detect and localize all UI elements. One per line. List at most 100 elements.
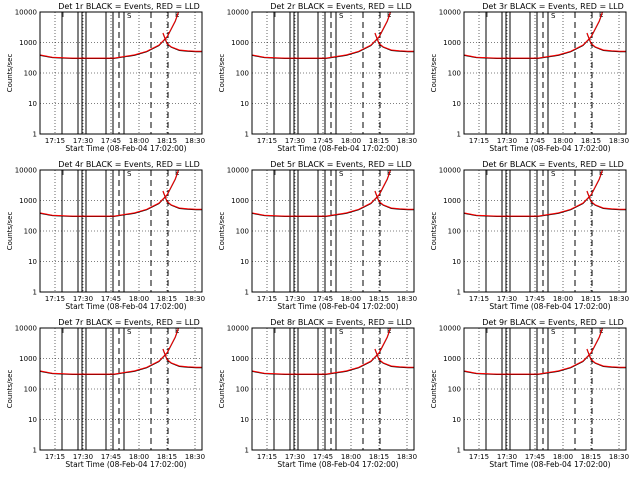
panel-6: Det 6r BLACK = Events, RED = LLD 17:15 17:… bbox=[430, 160, 629, 311]
x-axis-label: Start Time (08-Feb-04 17:02:00) bbox=[277, 144, 398, 153]
x-tick-label: 18:30 bbox=[609, 453, 629, 461]
x-tick-label: 18:00 bbox=[553, 137, 573, 145]
event-marker-flag: I bbox=[62, 169, 64, 177]
y-axis-label: Counts/sec bbox=[6, 212, 14, 251]
x-axis-label: Start Time (08-Feb-04 17:02:00) bbox=[277, 302, 398, 311]
x-axis-label: Start Time (08-Feb-04 17:02:00) bbox=[65, 460, 186, 469]
y-axis-label: Counts/sec bbox=[430, 212, 438, 251]
panel-title: Det 2r BLACK = Events, RED = LLD bbox=[270, 2, 412, 11]
plot-frame bbox=[463, 169, 627, 293]
x-tick-label: 18:30 bbox=[397, 453, 417, 461]
x-tick-label: 18:15 bbox=[581, 137, 601, 145]
x-tick-label: 17:30 bbox=[285, 137, 305, 145]
y-tick-label: 1000 bbox=[231, 39, 249, 47]
plot-frame bbox=[39, 169, 203, 293]
x-tick-label: 18:15 bbox=[369, 295, 389, 303]
lld-line-tail bbox=[162, 32, 202, 52]
x-tick-label: 17:45 bbox=[101, 137, 121, 145]
panel-3: Det 3r BLACK = Events, RED = LLD 17:15 17:… bbox=[430, 2, 629, 153]
x-axis-label: Start Time (08-Feb-04 17:02:00) bbox=[65, 302, 186, 311]
y-axis-label: Counts/sec bbox=[6, 370, 14, 409]
x-tick-label: 17:45 bbox=[101, 453, 121, 461]
x-tick-label: 18:30 bbox=[185, 137, 205, 145]
x-tick-label: 17:45 bbox=[525, 137, 545, 145]
y-tick-label: 10000 bbox=[15, 325, 37, 333]
x-tick-label: 17:15 bbox=[45, 453, 65, 461]
event-marker-flag: S bbox=[127, 170, 132, 178]
panel-2: Det 2r BLACK = Events, RED = LLD 17:15 17:… bbox=[218, 2, 417, 153]
panel-title: Det 4r BLACK = Events, RED = LLD bbox=[58, 160, 200, 169]
event-marker-flag: S bbox=[339, 170, 344, 178]
y-tick-label: 1 bbox=[33, 289, 37, 297]
y-tick-label: 100 bbox=[448, 228, 461, 236]
y-tick-label: 1000 bbox=[231, 355, 249, 363]
y-tick-label: 100 bbox=[24, 228, 37, 236]
x-tick-label: 18:00 bbox=[553, 295, 573, 303]
x-tick-label: 17:30 bbox=[497, 295, 517, 303]
x-tick-label: 17:15 bbox=[45, 295, 65, 303]
x-tick-label: 17:45 bbox=[525, 453, 545, 461]
lld-line-tail bbox=[586, 348, 626, 368]
event-marker-flag: I bbox=[274, 327, 276, 335]
event-marker-flag: I bbox=[486, 11, 488, 19]
x-tick-label: 17:15 bbox=[257, 295, 277, 303]
lld-line-tail bbox=[162, 190, 202, 210]
y-tick-label: 10000 bbox=[227, 167, 249, 175]
y-tick-label: 100 bbox=[448, 70, 461, 78]
y-tick-label: 10000 bbox=[439, 167, 461, 175]
y-tick-label: 10000 bbox=[227, 9, 249, 17]
plot-frame bbox=[39, 327, 203, 451]
y-tick-label: 10000 bbox=[15, 167, 37, 175]
panel-9: Det 9r BLACK = Events, RED = LLD 17:15 17:… bbox=[430, 318, 629, 469]
lld-line-tail bbox=[374, 190, 414, 210]
plot-frame bbox=[251, 169, 415, 293]
x-tick-label: 17:30 bbox=[497, 137, 517, 145]
y-tick-label: 100 bbox=[236, 70, 249, 78]
lld-line bbox=[464, 12, 603, 59]
x-tick-label: 17:45 bbox=[313, 137, 333, 145]
event-marker-flag: S bbox=[551, 170, 556, 178]
y-axis-label: Counts/sec bbox=[218, 370, 226, 409]
lld-line-tail bbox=[374, 32, 414, 52]
x-tick-label: 18:15 bbox=[157, 137, 177, 145]
x-tick-label: 17:30 bbox=[285, 453, 305, 461]
x-axis-label: Start Time (08-Feb-04 17:02:00) bbox=[489, 302, 610, 311]
event-marker-flag: S bbox=[339, 12, 344, 20]
y-tick-label: 10000 bbox=[439, 325, 461, 333]
x-tick-label: 17:30 bbox=[497, 453, 517, 461]
x-tick-label: 17:15 bbox=[469, 295, 489, 303]
y-tick-label: 1000 bbox=[19, 355, 37, 363]
y-tick-label: 10 bbox=[240, 416, 249, 424]
x-tick-label: 17:30 bbox=[73, 453, 93, 461]
x-tick-label: 17:15 bbox=[469, 453, 489, 461]
x-tick-label: 18:00 bbox=[341, 137, 361, 145]
y-tick-label: 1000 bbox=[231, 197, 249, 205]
event-marker-flag: S bbox=[551, 328, 556, 336]
y-tick-label: 10 bbox=[28, 100, 37, 108]
y-tick-label: 1 bbox=[245, 289, 249, 297]
panel-5: Det 5r BLACK = Events, RED = LLD 17:15 17:… bbox=[218, 160, 417, 311]
y-tick-label: 10 bbox=[28, 258, 37, 266]
event-marker-flag: I bbox=[274, 11, 276, 19]
x-tick-label: 17:30 bbox=[285, 295, 305, 303]
y-tick-label: 1 bbox=[245, 447, 249, 455]
x-tick-label: 17:15 bbox=[257, 453, 277, 461]
x-tick-label: 18:30 bbox=[397, 295, 417, 303]
plot-frame bbox=[39, 11, 203, 135]
y-tick-label: 100 bbox=[448, 386, 461, 394]
y-tick-label: 10000 bbox=[15, 9, 37, 17]
x-tick-label: 18:00 bbox=[129, 453, 149, 461]
x-tick-label: 18:15 bbox=[369, 137, 389, 145]
x-tick-label: 17:30 bbox=[73, 137, 93, 145]
x-axis-label: Start Time (08-Feb-04 17:02:00) bbox=[65, 144, 186, 153]
x-tick-label: 18:15 bbox=[369, 453, 389, 461]
lld-line bbox=[40, 12, 179, 59]
panel-title: Det 8r BLACK = Events, RED = LLD bbox=[270, 318, 412, 327]
lld-line bbox=[464, 170, 603, 217]
panel-title: Det 5r BLACK = Events, RED = LLD bbox=[270, 160, 412, 169]
x-tick-label: 18:00 bbox=[341, 453, 361, 461]
y-tick-label: 1 bbox=[457, 289, 461, 297]
lld-line bbox=[464, 328, 603, 375]
panel-title: Det 6r BLACK = Events, RED = LLD bbox=[482, 160, 624, 169]
